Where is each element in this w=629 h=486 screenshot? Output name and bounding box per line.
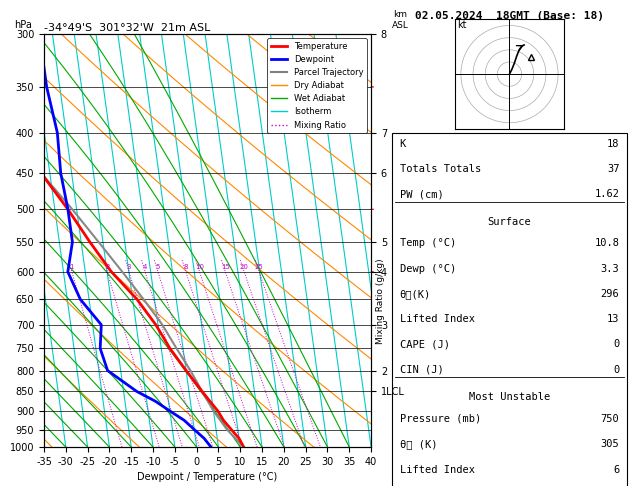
Text: Pressure (mb): Pressure (mb) [399, 414, 481, 424]
Text: Temp (°C): Temp (°C) [399, 238, 456, 248]
Text: 5: 5 [156, 264, 160, 270]
Text: 10: 10 [195, 264, 204, 270]
Text: 37: 37 [607, 164, 620, 174]
Text: 305: 305 [601, 439, 620, 449]
Text: Totals Totals: Totals Totals [399, 164, 481, 174]
Text: Most Unstable: Most Unstable [469, 393, 550, 402]
Text: CAPE (J): CAPE (J) [399, 339, 450, 349]
Text: Lifted Index: Lifted Index [399, 314, 474, 324]
Text: K: K [399, 139, 406, 149]
Text: 4: 4 [143, 264, 147, 270]
Text: Mixing Ratio (g/kg): Mixing Ratio (g/kg) [376, 259, 385, 344]
Text: 0: 0 [613, 339, 620, 349]
Text: 15: 15 [221, 264, 230, 270]
Text: 2: 2 [105, 264, 109, 270]
Text: 10.8: 10.8 [594, 238, 620, 248]
Text: 3: 3 [127, 264, 131, 270]
Text: kt: kt [457, 20, 467, 30]
Text: 25: 25 [255, 264, 264, 270]
Text: 02.05.2024  18GMT (Base: 18): 02.05.2024 18GMT (Base: 18) [415, 11, 604, 21]
Text: 1: 1 [70, 264, 74, 270]
Text: 13: 13 [607, 314, 620, 324]
Text: Lifted Index: Lifted Index [399, 465, 474, 474]
X-axis label: Dewpoint / Temperature (°C): Dewpoint / Temperature (°C) [138, 472, 277, 483]
Text: PW (cm): PW (cm) [399, 189, 443, 199]
Text: 8: 8 [184, 264, 188, 270]
Text: θᴇ (K): θᴇ (K) [399, 439, 437, 449]
Text: 3.3: 3.3 [601, 263, 620, 274]
Text: 750: 750 [601, 414, 620, 424]
Text: Dewp (°C): Dewp (°C) [399, 263, 456, 274]
Text: CIN (J): CIN (J) [399, 364, 443, 375]
Text: 6: 6 [613, 465, 620, 474]
Text: θᴇ(K): θᴇ(K) [399, 289, 431, 299]
Text: 1.62: 1.62 [594, 189, 620, 199]
Text: Surface: Surface [487, 217, 532, 227]
Text: -34°49'S  301°32'W  21m ASL: -34°49'S 301°32'W 21m ASL [44, 23, 211, 33]
Text: 20: 20 [240, 264, 248, 270]
Legend: Temperature, Dewpoint, Parcel Trajectory, Dry Adiabat, Wet Adiabat, Isotherm, Mi: Temperature, Dewpoint, Parcel Trajectory… [267, 38, 367, 133]
Text: hPa: hPa [14, 20, 33, 30]
Text: 0: 0 [613, 364, 620, 375]
Text: 18: 18 [607, 139, 620, 149]
Text: 296: 296 [601, 289, 620, 299]
Text: km
ASL: km ASL [392, 11, 409, 30]
